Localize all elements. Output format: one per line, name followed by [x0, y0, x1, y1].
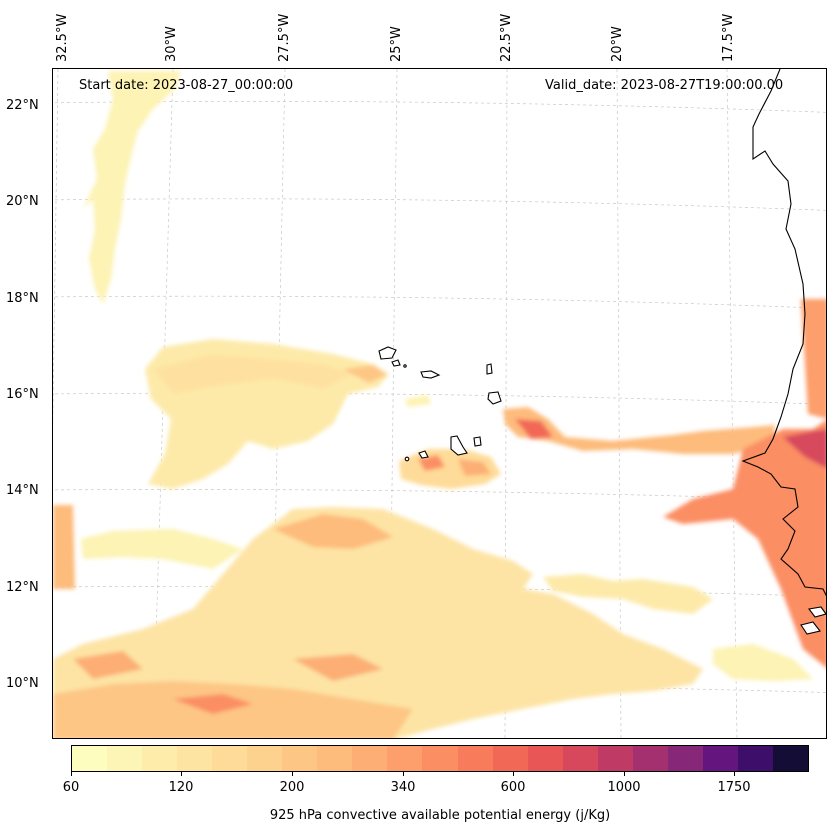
colorbar-tick-1750: 1750: [717, 780, 751, 795]
map-panel: [52, 68, 827, 739]
lat-label-14n: 14°N: [6, 483, 39, 498]
africa-coastline: [741, 69, 826, 597]
cape-field: [53, 71, 826, 738]
lat-label-10n: 10°N: [6, 676, 39, 691]
colorbar-tick-600: 600: [500, 780, 526, 795]
colorbar-cell: [527, 746, 563, 771]
lat-label-20n: 20°N: [6, 194, 39, 209]
colorbar-cell: [352, 746, 388, 771]
lon-label-32.5w: 32.5°W: [55, 13, 70, 62]
valid-date-label: Valid_date: 2023-08-27T19:00:00.00: [545, 78, 784, 93]
cape-region-nw-plume: [83, 71, 181, 304]
lat-label-18n: 18°N: [6, 291, 39, 306]
colorbar-cell: [212, 746, 248, 771]
colorbar-cell: [667, 746, 703, 771]
colorbar-tickmark: [734, 772, 735, 776]
colorbar-cell: [317, 746, 353, 771]
colorbar-cell: [422, 746, 458, 771]
colorbar-cell: [702, 746, 738, 771]
lon-label-22.5w: 22.5°W: [499, 13, 514, 62]
colorbar-cell: [597, 746, 633, 771]
lat-label-22n: 22°N: [6, 98, 39, 113]
start-date-label: Start date: 2023-08-27_00:00:00: [79, 78, 294, 93]
colorbar-tickmark: [181, 772, 182, 776]
lon-label-20w: 20°W: [610, 26, 625, 62]
colorbar-cell: [632, 746, 668, 771]
colorbar-tickmark: [292, 772, 293, 776]
colorbar-cell: [142, 746, 178, 771]
colorbar-tick-1000: 1000: [607, 780, 641, 795]
colorbar-tick-340: 340: [390, 780, 416, 795]
colorbar-tick-120: 120: [168, 780, 194, 795]
map-canvas: [53, 69, 826, 738]
colorbar-cell: [247, 746, 283, 771]
lon-label-30w: 30°W: [164, 26, 179, 62]
colorbar-cell: [387, 746, 423, 771]
colorbar-cell: [107, 746, 143, 771]
colorbar-cell: [72, 746, 108, 771]
colorbar-cell: [562, 746, 598, 771]
lon-label-17.5w: 17.5°W: [721, 13, 736, 62]
colorbar-cell: [282, 746, 318, 771]
cape-verde-islands: [378, 346, 826, 635]
colorbar-cell: [772, 746, 808, 771]
colorbar-tickmark: [403, 772, 404, 776]
colorbar-tick-200: 200: [279, 780, 305, 795]
colorbar-tick-60: 60: [62, 780, 80, 795]
colorbar-cell: [737, 746, 773, 771]
colorbar-label: 925 hPa convective available potential e…: [269, 808, 611, 823]
colorbar-tickmark: [624, 772, 625, 776]
colorbar-tickmark: [513, 772, 514, 776]
lat-label-16n: 16°N: [6, 387, 39, 402]
colorbar: [71, 745, 809, 772]
coastlines: [741, 69, 826, 597]
lon-label-27.5w: 27.5°W: [277, 13, 292, 62]
colorbar-cell: [177, 746, 213, 771]
colorbar-cell: [457, 746, 493, 771]
lat-label-12n: 12°N: [6, 580, 39, 595]
lon-label-25w: 25°W: [389, 26, 404, 62]
colorbar-tickmark: [71, 772, 72, 776]
cape-region-south: [53, 507, 703, 738]
colorbar-cell: [492, 746, 528, 771]
